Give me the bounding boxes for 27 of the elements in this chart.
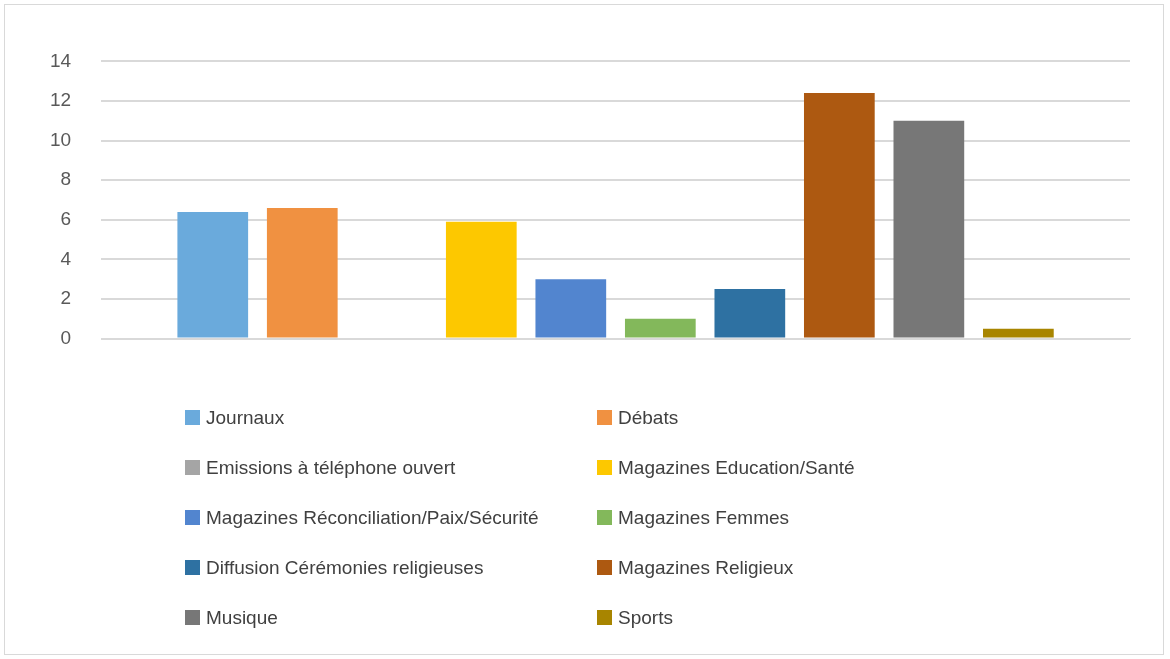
bar [266,207,338,338]
legend-label: Diffusion Cérémonies religieuses [206,556,484,579]
bar [714,289,786,338]
bar [177,211,249,338]
legend-label: Emissions à téléphone ouvert [206,456,456,479]
y-tick-label: 0 [60,326,72,348]
legend-label: Magazines Religieux [618,556,794,579]
y-tick-label: 2 [60,287,72,309]
y-tick-label: 12 [49,89,72,111]
legend-label: Musique [206,606,278,629]
bar [893,120,965,338]
legend-label: Journaux [206,406,285,429]
y-tick-label: 10 [49,128,72,150]
y-tick-label: 14 [49,49,72,71]
legend-label: Débats [618,406,679,429]
bar [624,318,696,338]
bar [803,93,875,338]
y-tick-label: 4 [60,247,72,269]
legend-label: Sports [618,606,673,629]
legend-label: Magazines Education/Santé [618,456,855,479]
y-tick-label: 8 [60,168,72,190]
legend-label: Magazines Femmes [618,506,790,529]
y-tick-label: 6 [60,208,72,230]
legend-label: Magazines Réconciliation/Paix/Sécurité [206,506,539,529]
bar [445,221,517,338]
bar [983,328,1054,338]
bar [535,279,607,338]
